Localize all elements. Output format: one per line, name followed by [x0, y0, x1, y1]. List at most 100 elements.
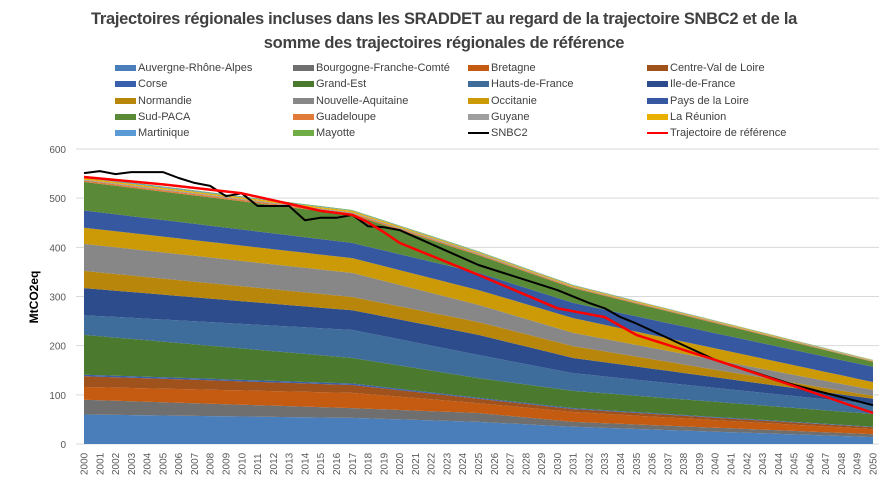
y-tick-label: 600	[49, 145, 66, 156]
x-tick-label: 2016	[332, 452, 343, 475]
x-tick-label: 2021	[411, 452, 422, 475]
legend-item: Occitanie	[468, 93, 537, 109]
legend-label: Guadeloupe	[316, 110, 376, 123]
legend-item: Corse	[115, 76, 167, 92]
chart-title-line-2: somme des trajectoires régionales de réf…	[263, 34, 625, 52]
legend-swatch	[115, 97, 136, 104]
x-tick-label: 2022	[427, 452, 438, 475]
x-tick-label: 2040	[711, 452, 722, 475]
legend-swatch	[115, 81, 136, 88]
legend-item: Bourgogne-Franche-Comté	[293, 60, 450, 76]
legend-item: Pays de la Loire	[647, 93, 749, 109]
legend-item: Sud-PACA	[115, 109, 190, 125]
x-tick-label: 2005	[158, 452, 169, 475]
x-tick-label: 2031	[569, 452, 580, 475]
x-tick-label: 2030	[553, 452, 564, 475]
x-tick-label: 2046	[805, 452, 816, 475]
trend-lines	[83, 170, 874, 415]
legend-label: La Réunion	[670, 110, 727, 123]
x-tick-label: 2019	[379, 452, 390, 475]
legend-label: Trajectoire de référence	[670, 127, 787, 140]
x-tick-label: 2050	[869, 452, 880, 475]
area-bourgogne-franche-comt-	[84, 399, 873, 438]
area-centre-val-de-loire	[84, 376, 873, 430]
legend-swatch	[647, 65, 668, 72]
legend-swatch	[115, 130, 136, 137]
legend-item: Bretagne	[468, 60, 536, 76]
y-tick-label: 500	[49, 194, 66, 205]
legend-item: SNBC2	[468, 125, 528, 141]
x-tick-label: 2024	[458, 452, 469, 475]
legend-item: Centre-Val de Loire	[647, 60, 765, 76]
x-tick-label: 2007	[190, 452, 201, 475]
x-tick-label: 2027	[506, 452, 517, 475]
x-tick-label: 2001	[95, 452, 106, 475]
legend-swatch	[115, 113, 136, 120]
x-tick-label: 2041	[726, 452, 737, 475]
area-sud-paca	[84, 181, 873, 367]
x-tick-label: 2048	[837, 452, 848, 475]
legend-label: Bourgogne-Franche-Comté	[316, 62, 450, 74]
legend-label: Pays de la Loire	[670, 94, 749, 107]
legend-line-marker	[468, 132, 489, 135]
x-tick-label: 2043	[758, 452, 769, 475]
legend-item: Mayotte	[293, 125, 355, 141]
y-axis-ticks: 0 100 200 300 400 500 600	[49, 145, 66, 451]
legend-label: Guyane	[491, 110, 530, 123]
area-nouvelle-aquitaine	[84, 243, 873, 396]
legend-label: Grand-Est	[316, 78, 367, 91]
area-auvergne-rh-ne-alpes	[84, 414, 873, 444]
legend-label: Ile-de-France	[670, 78, 736, 91]
x-tick-label: 2008	[206, 452, 217, 475]
x-tick-label: 2029	[537, 452, 548, 475]
legend-label: Corse	[138, 78, 168, 91]
legend-item: Grand-Est	[293, 76, 366, 92]
line-trajectoire-de-r-f-rence	[83, 175, 874, 415]
legend-swatch	[468, 97, 489, 104]
x-tick-label: 2009	[222, 452, 233, 475]
legend-item: Auvergne-Rhône-Alpes	[115, 60, 252, 76]
legend-item: Nouvelle-Aquitaine	[293, 93, 408, 109]
legend-label: Mayotte	[316, 127, 356, 140]
line-snbc2	[83, 170, 874, 407]
x-axis-ticks: 2000 2001 2002 2003 2004 2005 2006 2007 2008 2009…	[80, 452, 880, 475]
legend-label: Occitanie	[491, 94, 537, 107]
legend-item: Trajectoire de référence	[647, 125, 786, 141]
legend-label: Bretagne	[491, 62, 536, 74]
x-tick-label: 2033	[600, 452, 611, 475]
legend-swatch	[468, 113, 489, 120]
legend-swatch	[293, 65, 314, 72]
x-tick-label: 2044	[774, 452, 785, 475]
legend-swatch	[647, 113, 668, 120]
legend-swatch	[115, 65, 136, 72]
x-tick-label: 2045	[790, 452, 801, 475]
x-tick-label: 2013	[285, 452, 296, 475]
legend-label: SNBC2	[491, 127, 528, 140]
x-tick-label: 2023	[442, 452, 453, 475]
x-tick-label: 2003	[127, 452, 138, 475]
stacked-areas	[84, 176, 873, 444]
legend-swatch	[468, 65, 489, 72]
x-tick-label: 2036	[648, 452, 659, 475]
x-tick-label: 2015	[316, 452, 327, 475]
y-tick-label: 300	[49, 293, 66, 304]
legend-item: Martinique	[115, 125, 189, 141]
y-tick-label: 400	[49, 243, 66, 254]
area-grand-est	[84, 334, 873, 427]
x-tick-label: 2000	[80, 452, 91, 475]
x-tick-label: 2002	[111, 452, 122, 475]
area-pays-de-la-loire	[84, 210, 873, 383]
x-tick-label: 2017	[348, 452, 359, 475]
area-bretagne	[84, 387, 873, 435]
x-tick-label: 2026	[490, 452, 501, 475]
area-ile-de-france	[84, 288, 873, 405]
x-tick-label: 2047	[821, 452, 832, 475]
legend-item: Normandie	[115, 93, 192, 109]
x-tick-label: 2011	[253, 453, 264, 475]
legend-label: Normandie	[138, 94, 192, 107]
chart-title: Trajectoires régionales incluses dans le…	[0, 7, 888, 55]
x-tick-label: 2020	[395, 452, 406, 475]
legend-line-marker	[647, 132, 668, 135]
area-occitanie	[84, 227, 873, 390]
